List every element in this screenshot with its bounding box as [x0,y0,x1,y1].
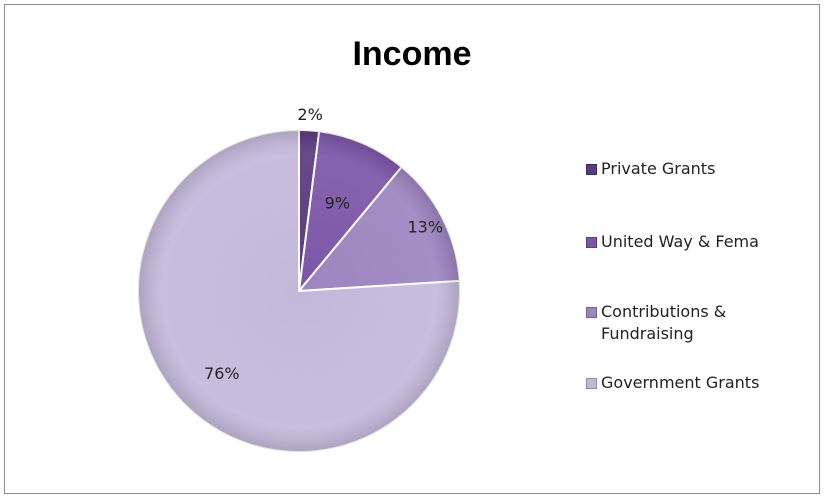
legend-item-government-grants: Government Grants [586,372,759,394]
data-label-contributions-fundraising: 13% [407,218,443,237]
data-label-private-grants: 2% [297,105,322,124]
legend-label: United Way & Fema [601,232,759,251]
legend-swatch [586,378,597,389]
chart-title: Income [352,35,472,73]
data-label-government-grants: 76% [204,364,240,383]
legend-swatch [586,237,597,248]
data-label-united-way-fema: 9% [325,193,350,212]
legend-item-contributions-fundraising: Contributions & Fundraising [586,301,726,345]
legend-swatch [586,164,597,175]
legend-label: Private Grants [601,159,716,178]
legend-item-private-grants: Private Grants [586,158,715,180]
legend-swatch [586,307,597,318]
legend-item-united-way-fema: United Way & Fema [586,231,759,253]
legend-label: Government Grants [601,373,760,392]
legend-label: Contributions & Fundraising [601,302,727,343]
